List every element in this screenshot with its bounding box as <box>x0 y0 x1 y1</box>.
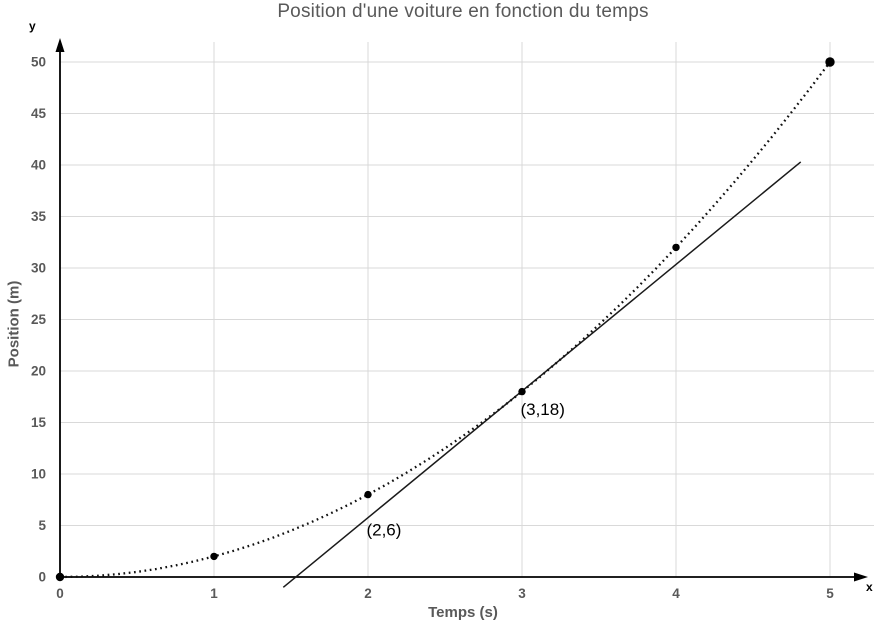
y-axis-arrow-label: y <box>29 19 36 33</box>
x-axis-title: Temps (s) <box>428 604 498 621</box>
y-tick-label: 25 <box>31 312 47 327</box>
point-annotation: (3,18) <box>520 400 564 419</box>
y-axis-title: Position (m) <box>5 280 23 368</box>
x-axis-arrow-label: x <box>866 580 873 594</box>
y-tick-label: 15 <box>31 415 47 430</box>
chart-title: Position d'une voiture en fonction du te… <box>277 1 649 22</box>
data-point-marker <box>672 243 680 252</box>
y-axis-arrowhead <box>55 38 65 52</box>
x-tick-label: 3 <box>518 586 526 601</box>
data-point-marker <box>518 387 526 396</box>
data-point-marker <box>210 552 218 561</box>
x-tick-label: 1 <box>210 586 218 601</box>
point-annotation: (2,6) <box>366 521 401 540</box>
x-tick-label: 5 <box>826 586 834 601</box>
y-tick-label: 5 <box>38 518 46 533</box>
x-axis-arrowhead <box>854 572 868 582</box>
y-tick-label: 50 <box>31 55 46 70</box>
tangent-line <box>282 161 802 588</box>
data-point-marker <box>825 57 835 67</box>
y-tick-label: 20 <box>31 364 46 379</box>
data-point-marker <box>364 490 372 499</box>
x-tick-label: 0 <box>56 586 64 601</box>
x-tick-label: 4 <box>672 586 680 601</box>
y-tick-label: 10 <box>31 467 46 482</box>
y-tick-label: 45 <box>31 106 47 121</box>
y-tick-label: 0 <box>38 570 46 585</box>
y-tick-label: 40 <box>31 158 46 173</box>
y-tick-label: 30 <box>31 261 46 276</box>
y-tick-label: 35 <box>31 209 47 224</box>
data-point-marker <box>55 572 65 582</box>
x-tick-label: 2 <box>364 586 372 601</box>
